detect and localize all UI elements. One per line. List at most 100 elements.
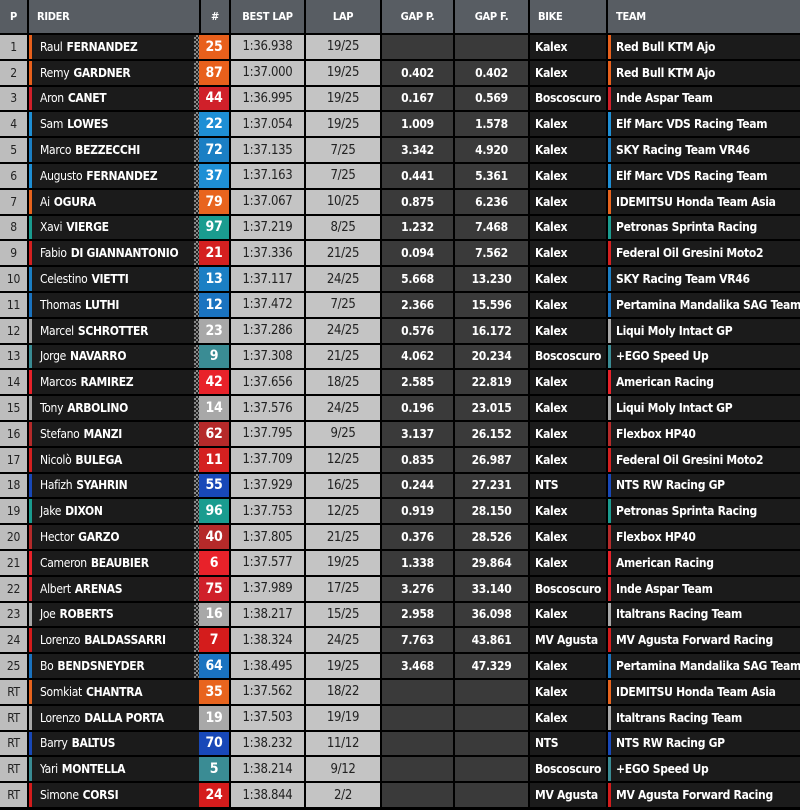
rider-number-badge: 55: [199, 473, 229, 498]
table-row[interactable]: 11 Thomas LUTHI 12 1:37.472 7/25 2.366 15.596 Ka…: [0, 292, 800, 317]
table-row[interactable]: RT Yari MONTELLA 5 1:38.214 9/12 Boscoscuro +EG…: [0, 757, 800, 782]
rider-last-name: RAMIREZ: [80, 375, 134, 390]
rider-first-name: Lorenzo: [40, 710, 81, 725]
gap-first-cell: 23.015: [455, 396, 528, 420]
table-row[interactable]: 5 Marco BEZZECCHI 72 1:37.135 7/25 3.342 4.920 K…: [0, 138, 800, 162]
rider-number-badge: 9: [199, 344, 229, 369]
team-cell: Inde Aspar Team: [608, 576, 800, 601]
rider-number-badge: 37: [199, 163, 229, 188]
best-lap-cell: 1:38.214: [231, 757, 304, 782]
table-row[interactable]: 3 Aron CANET 44 1:36.995 19/25 0.167 0.569 Bosco…: [0, 86, 800, 111]
checkered-flag-icon: [194, 318, 199, 343]
gap-first-cell: 36.098: [455, 602, 528, 627]
rider-first-name: Yari: [40, 762, 58, 777]
table-row[interactable]: 1 Raul FERNANDEZ 25 1:36.938 19/25 Kalex Red Bu…: [0, 35, 800, 59]
rider-last-name: CANET: [67, 91, 107, 106]
table-row[interactable]: 9 Fabio DI GIANNANTONIO 21 1:37.336 21/25 0.09…: [0, 241, 800, 266]
team-cell: Petronas Sprinta Racing: [608, 499, 800, 524]
rider-first-name: Lorenzo: [40, 633, 81, 648]
best-lap-cell: 1:37.795: [231, 421, 304, 446]
gap-previous-cell: 7.763: [382, 628, 453, 653]
table-row[interactable]: RT Barry BALTUS 70 1:38.232 11/12 NTS NTS RW Ra…: [0, 731, 800, 756]
position-cell: 14: [0, 370, 27, 395]
position-cell: 6: [0, 163, 27, 188]
bike-cell: Kalex: [530, 550, 606, 575]
table-row[interactable]: 25 Bo BENDSNEYDER 64 1:38.495 19/25 3.468 47.32…: [0, 654, 800, 678]
team-cell: Federal Oil Gresini Moto2: [608, 241, 800, 266]
rider-number-badge: 97: [199, 215, 229, 240]
rider-cell: Marcos RAMIREZ: [29, 370, 199, 395]
rider-cell: Somkiat CHANTRA: [29, 679, 199, 704]
table-row[interactable]: 15 Tony ARBOLINO 14 1:37.576 24/25 0.196 23.015…: [0, 396, 800, 420]
rider-cell: Barry BALTUS: [29, 731, 199, 756]
table-row[interactable]: 22 Albert ARENAS 75 1:37.989 17/25 3.276 33.140…: [0, 576, 800, 601]
table-row[interactable]: RT Lorenzo DALLA PORTA 19 1:37.503 19/19 Kalex…: [0, 705, 800, 730]
table-row[interactable]: 17 Nicolò BULEGA 11 1:37.709 12/25 0.835 26.987…: [0, 447, 800, 472]
position-cell: 2: [0, 60, 27, 85]
best-lap-cell: 1:37.336: [231, 241, 304, 266]
rider-first-name: Sam: [40, 117, 64, 132]
table-row[interactable]: 23 Joe ROBERTS 16 1:38.217 15/25 2.958 36.098 Ka…: [0, 602, 800, 627]
table-row[interactable]: 14 Marcos RAMIREZ 42 1:37.656 18/25 2.585 22.81…: [0, 370, 800, 395]
checkered-flag-icon: [194, 525, 199, 549]
table-row[interactable]: RT Somkiat CHANTRA 35 1:37.562 18/22 Kalex IDEM…: [0, 679, 800, 704]
position-cell: RT: [0, 679, 27, 704]
rider-last-name: DIXON: [65, 504, 103, 519]
best-lap-cell: 1:37.117: [231, 267, 304, 291]
bike-cell: Boscoscuro: [530, 86, 606, 111]
rider-number-badge: 21: [199, 241, 229, 266]
gap-first-cell: 27.231: [455, 473, 528, 498]
table-row[interactable]: 24 Lorenzo BALDASSARRI 7 1:38.324 24/25 7.763 4…: [0, 628, 800, 653]
table-row[interactable]: 18 Hafizh SYAHRIN 55 1:37.929 16/25 0.244 27.23…: [0, 473, 800, 498]
gap-first-cell: 6.236: [455, 189, 528, 214]
checkered-flag-icon: [194, 576, 199, 601]
table-row[interactable]: 8 Xavi VIERGE 97 1:37.219 8/25 1.232 7.468 Kalex…: [0, 215, 800, 240]
gap-first-cell: [455, 783, 528, 807]
table-row[interactable]: 6 Augusto FERNANDEZ 37 1:37.163 7/25 0.441 5.36…: [0, 163, 800, 188]
table-row[interactable]: 2 Remy GARDNER 87 1:37.000 19/25 0.402 0.402 Kal…: [0, 60, 800, 85]
table-row[interactable]: 16 Stefano MANZI 62 1:37.795 9/25 3.137 26.152 K…: [0, 421, 800, 446]
checkered-flag-icon: [194, 550, 199, 575]
gap-previous-cell: 2.366: [382, 292, 453, 317]
best-lap-cell: 1:38.217: [231, 602, 304, 627]
checkered-flag-icon: [194, 473, 199, 498]
best-lap-cell: 1:36.995: [231, 86, 304, 111]
bike-cell: Kalex: [530, 292, 606, 317]
gap-previous-cell: 0.919: [382, 499, 453, 524]
rider-number-badge: 11: [199, 447, 229, 472]
table-row[interactable]: 12 Marcel SCHROTTER 23 1:37.286 24/25 0.576 16.…: [0, 318, 800, 343]
lap-cell: 19/25: [306, 654, 380, 678]
table-row[interactable]: RT Simone CORSI 24 1:38.844 2/2 MV Agusta MV Ag…: [0, 783, 800, 807]
bike-cell: Kalex: [530, 679, 606, 704]
team-cell: MV Agusta Forward Racing: [608, 783, 800, 807]
gap-first-cell: 1.578: [455, 112, 528, 137]
rider-number-badge: 64: [199, 654, 229, 678]
team-cell: Red Bull KTM Ajo: [608, 35, 800, 59]
best-lap-cell: 1:38.495: [231, 654, 304, 678]
rider-cell: Raul FERNANDEZ: [29, 35, 199, 59]
team-cell: American Racing: [608, 550, 800, 575]
bike-cell: Kalex: [530, 112, 606, 137]
bike-cell: Kalex: [530, 421, 606, 446]
gap-first-cell: 43.861: [455, 628, 528, 653]
rider-cell: Jake DIXON: [29, 499, 199, 524]
gap-previous-cell: [382, 783, 453, 807]
gap-previous-cell: 3.468: [382, 654, 453, 678]
rider-first-name: Augusto: [40, 168, 83, 183]
table-row[interactable]: 13 Jorge NAVARRO 9 1:37.308 21/25 4.062 20.234 B…: [0, 344, 800, 369]
rider-cell: Tony ARBOLINO: [29, 396, 199, 420]
best-lap-cell: 1:37.989: [231, 576, 304, 601]
position-cell: 20: [0, 525, 27, 549]
gap-first-cell: 7.562: [455, 241, 528, 266]
table-row[interactable]: 4 Sam LOWES 22 1:37.054 19/25 1.009 1.578 Kalex E…: [0, 112, 800, 137]
table-row[interactable]: 10 Celestino VIETTI 13 1:37.117 24/25 5.668 13.…: [0, 267, 800, 291]
position-cell: 16: [0, 421, 27, 446]
rider-cell: Marco BEZZECCHI: [29, 138, 199, 162]
table-row[interactable]: 21 Cameron BEAUBIER 6 1:37.577 19/25 1.338 29.8…: [0, 550, 800, 575]
gap-previous-cell: 0.402: [382, 60, 453, 85]
bike-cell: Kalex: [530, 318, 606, 343]
bike-cell: Kalex: [530, 60, 606, 85]
table-row[interactable]: 7 Ai OGURA 79 1:37.067 10/25 0.875 6.236 Kalex ID…: [0, 189, 800, 214]
table-row[interactable]: 19 Jake DIXON 96 1:37.753 12/25 0.919 28.150 Kal…: [0, 499, 800, 524]
table-row[interactable]: 20 Hector GARZO 40 1:37.805 21/25 0.376 28.526 K…: [0, 525, 800, 549]
